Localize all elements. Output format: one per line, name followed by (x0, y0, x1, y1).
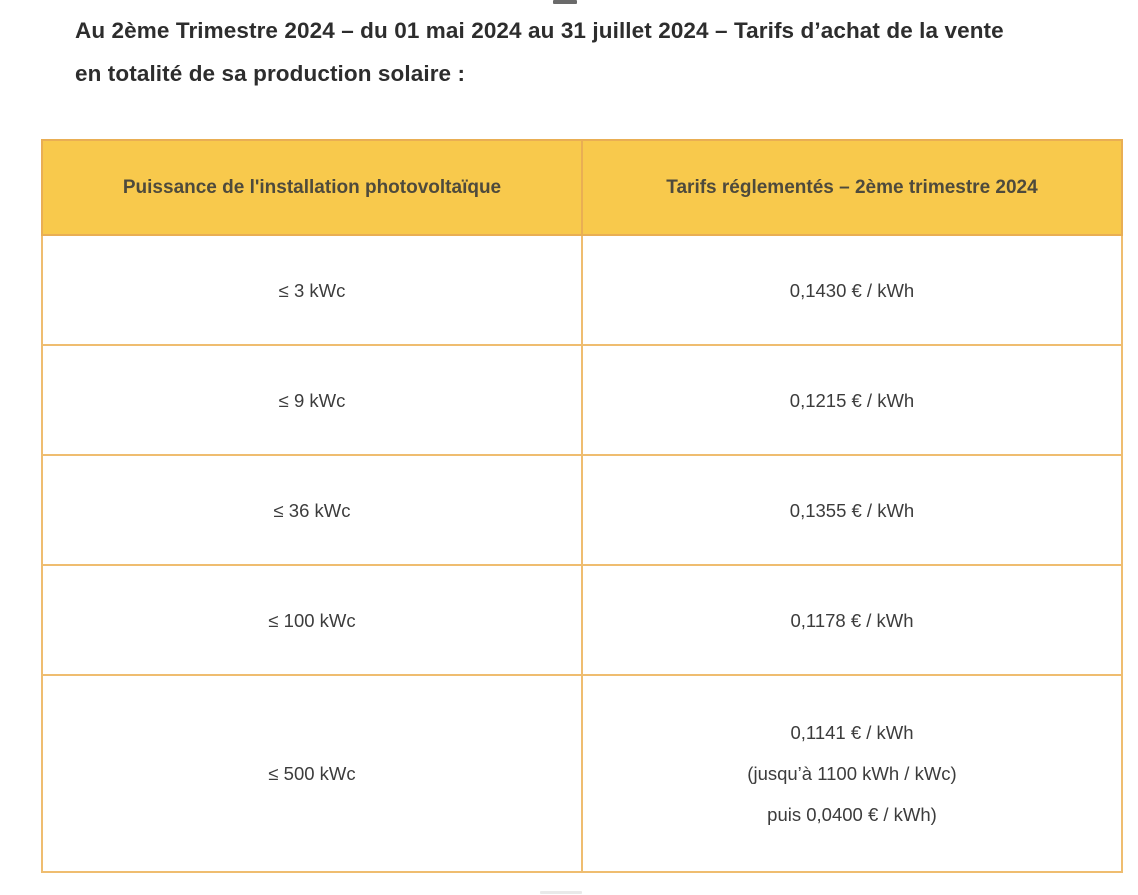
tarif-value: 0,1355 € / kWh (789, 499, 915, 521)
tariff-table: Puissance de l'installation photovoltaïq… (41, 139, 1123, 873)
tarif-cell: 0,1355 € / kWh (581, 454, 1123, 566)
tarif-value: 0,1215 € / kWh (789, 389, 915, 411)
tarif-cell: 0,1178 € / kWh (581, 564, 1123, 676)
table-row: ≤ 100 kWc 0,1178 € / kWh (41, 564, 1123, 676)
table-row: ≤ 36 kWc 0,1355 € / kWh (41, 454, 1123, 566)
top-cropped-content-mark (553, 0, 577, 4)
puissance-cell: ≤ 500 kWc (41, 674, 583, 873)
puissance-cell: ≤ 9 kWc (41, 344, 583, 456)
bottom-cropped-content-mark (540, 891, 582, 894)
tariff-table-body: ≤ 3 kWc 0,1430 € / kWh ≤ 9 kWc 0,1215 € … (41, 234, 1123, 873)
puissance-cell: ≤ 3 kWc (41, 234, 583, 346)
heading-line-2: en totalité de sa production solaire : (75, 61, 466, 86)
column-header-puissance: Puissance de l'installation photovoltaïq… (41, 139, 583, 236)
tarif-condition: (jusqu’à 1100 kWh / kWc) (747, 763, 957, 784)
puissance-cell: ≤ 100 kWc (41, 564, 583, 676)
tarif-cell: 0,1141 € / kWh (jusqu’à 1100 kWh / kWc) … (581, 674, 1123, 873)
tariff-table-header: Puissance de l'installation photovoltaïq… (41, 139, 1123, 236)
header-row: Puissance de l'installation photovoltaïq… (41, 139, 1123, 236)
table-row: ≤ 3 kWc 0,1430 € / kWh (41, 234, 1123, 346)
section-heading: Au 2ème Trimestre 2024 – du 01 mai 2024 … (75, 9, 1120, 95)
tarif-cell: 0,1430 € / kWh (581, 234, 1123, 346)
tarif-value: 0,1178 € / kWh (790, 609, 914, 631)
tarif-cell: 0,1215 € / kWh (581, 344, 1123, 456)
tarif-overflow-rate: puis 0,0400 € / kWh) (767, 804, 937, 825)
tarif-value: 0,1141 € / kWh (790, 722, 914, 743)
puissance-cell: ≤ 36 kWc (41, 454, 583, 566)
tarif-value: 0,1430 € / kWh (789, 279, 915, 301)
table-row: ≤ 500 kWc 0,1141 € / kWh (jusqu’à 1100 k… (41, 674, 1123, 873)
table-row: ≤ 9 kWc 0,1215 € / kWh (41, 344, 1123, 456)
heading-line-1: Au 2ème Trimestre 2024 – du 01 mai 2024 … (75, 18, 1004, 43)
column-header-tarifs: Tarifs réglementés – 2ème trimestre 2024 (581, 139, 1123, 236)
